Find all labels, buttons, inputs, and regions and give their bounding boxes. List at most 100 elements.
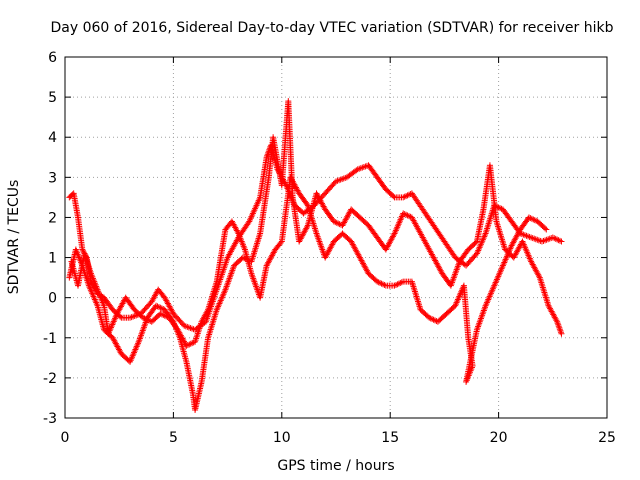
y-axis-label: SDTVAR / TECUs xyxy=(6,180,22,295)
data-point xyxy=(392,281,399,288)
y-tick-label: 4 xyxy=(48,130,57,146)
data-point xyxy=(542,225,549,232)
data-point xyxy=(557,237,564,244)
data-point xyxy=(404,212,411,219)
data-point xyxy=(186,341,193,348)
x-tick-label: 25 xyxy=(598,430,616,446)
data-point xyxy=(530,216,537,223)
data-point xyxy=(374,278,381,285)
data-point xyxy=(558,238,565,245)
x-axis-label: GPS time / hours xyxy=(277,458,394,474)
y-tick-label: 6 xyxy=(48,50,57,66)
data-point xyxy=(79,246,86,253)
data-point xyxy=(154,303,161,310)
x-tick-label: 15 xyxy=(381,430,399,446)
data-point xyxy=(277,239,284,246)
data-point xyxy=(554,236,561,243)
data-point xyxy=(144,316,151,323)
y-tick-label: -3 xyxy=(43,411,57,427)
data-point xyxy=(552,235,559,242)
data-point xyxy=(404,192,411,199)
data-point xyxy=(377,279,384,286)
x-tick-label: 5 xyxy=(169,430,178,446)
data-point xyxy=(403,193,410,200)
y-tick-label: 3 xyxy=(48,170,57,186)
data-point xyxy=(153,302,160,309)
data-point xyxy=(381,281,388,288)
data-point xyxy=(304,223,311,230)
data-point xyxy=(390,231,397,238)
data-point xyxy=(553,317,560,324)
axis-ticks: -3 -2 -1 0 1 2 3 4 5 6 0 5 10 15 20 25 xyxy=(43,50,616,446)
data-point xyxy=(426,314,433,321)
data-point xyxy=(551,235,558,242)
data-point xyxy=(239,254,246,261)
data-point xyxy=(189,340,196,347)
data-point xyxy=(332,219,339,226)
y-tick-label: 5 xyxy=(48,90,57,106)
data-point xyxy=(549,234,556,241)
chart-title: Day 060 of 2016, Sidereal Day-to-day VTE… xyxy=(51,20,614,36)
data-point xyxy=(157,310,164,317)
data-point xyxy=(157,304,164,311)
data-point xyxy=(395,280,402,287)
data-point xyxy=(330,218,337,225)
data-point xyxy=(245,219,252,226)
data-point xyxy=(525,214,532,221)
data-point xyxy=(427,315,434,322)
data-point xyxy=(160,312,167,319)
x-tick-label: 0 xyxy=(61,430,70,446)
data-point xyxy=(142,316,149,323)
data-point xyxy=(80,247,87,254)
data-point xyxy=(531,217,538,224)
data-point xyxy=(430,316,437,323)
data-point xyxy=(140,314,147,321)
data-point xyxy=(400,210,407,217)
data-point xyxy=(375,279,382,286)
x-tick-label: 10 xyxy=(273,430,291,446)
data-point xyxy=(335,220,342,227)
data-point xyxy=(155,304,162,311)
data-point xyxy=(397,279,404,286)
data-point xyxy=(379,281,386,288)
data-point xyxy=(528,215,535,222)
data-point xyxy=(161,312,168,319)
plot-frame xyxy=(64,56,608,419)
series-trace-3 xyxy=(68,174,550,385)
data-point xyxy=(403,211,410,218)
y-tick-label: -2 xyxy=(43,371,57,387)
data-point xyxy=(527,215,534,222)
data-point xyxy=(184,342,191,349)
series-trace-2 xyxy=(66,98,565,413)
data-point xyxy=(163,313,170,320)
data-point xyxy=(401,211,408,218)
data-point xyxy=(333,219,340,226)
data-point xyxy=(558,330,565,337)
data-point xyxy=(158,311,165,318)
data-point xyxy=(391,282,398,289)
data-point xyxy=(429,316,436,323)
data-point xyxy=(398,279,405,286)
data-point xyxy=(183,342,190,349)
data-point xyxy=(158,305,165,312)
data-point xyxy=(400,194,407,201)
data-point xyxy=(303,201,310,208)
y-tick-label: 1 xyxy=(48,251,57,267)
y-tick-label: -1 xyxy=(43,331,57,347)
data-point xyxy=(401,193,408,200)
y-tick-label: 2 xyxy=(48,210,57,226)
data-point xyxy=(378,280,385,287)
data-point xyxy=(536,273,543,280)
data-point xyxy=(394,281,401,288)
data-point xyxy=(405,213,412,220)
data-point xyxy=(141,315,148,322)
data-point xyxy=(187,340,194,347)
y-tick-label: 0 xyxy=(48,291,57,307)
data-point xyxy=(497,205,504,212)
data-point xyxy=(555,237,562,244)
data-marks xyxy=(66,98,565,413)
x-tick-label: 20 xyxy=(490,430,508,446)
data-point xyxy=(543,226,550,233)
data-point xyxy=(390,193,397,200)
